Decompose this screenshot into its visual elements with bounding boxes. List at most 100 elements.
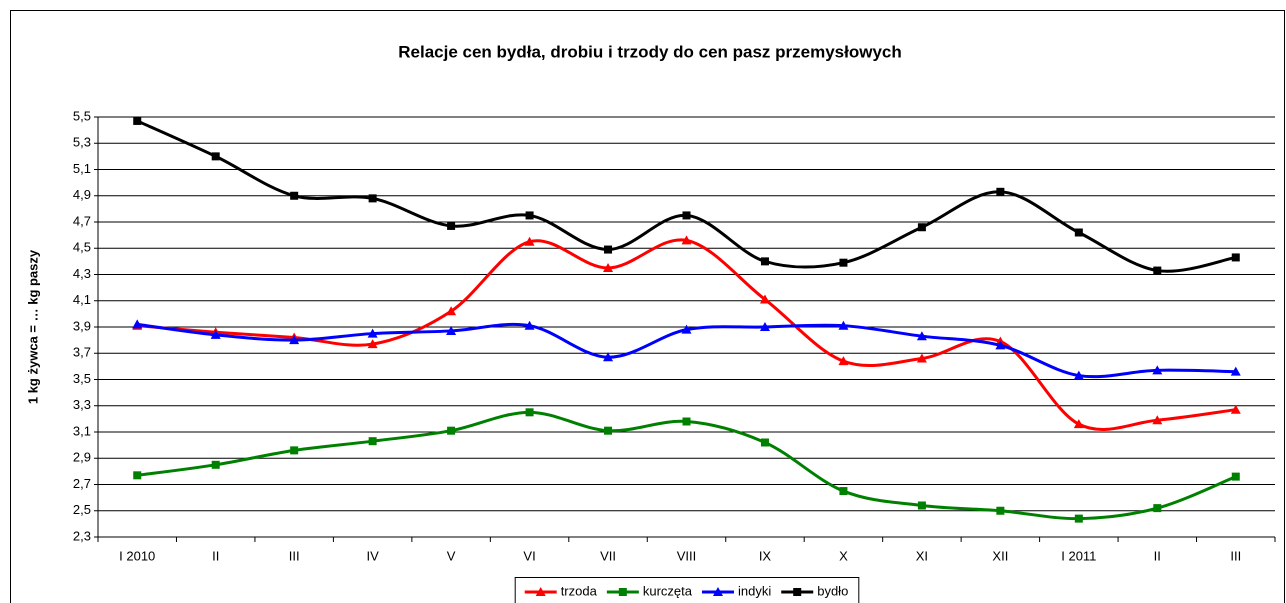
y-tick-label: 3,1 [73,423,91,438]
legend-box [514,577,860,603]
x-tick-label: I 2011 [1061,548,1096,563]
y-tick-label: 3,9 [73,318,91,333]
marker [917,223,926,232]
y-axis-label: 1 kg żywca = … kg paszy [25,249,40,404]
y-tick-label: 5,3 [73,135,91,150]
marker [367,328,378,338]
x-tick-label: VI [523,548,535,563]
y-tick-label: 2,5 [73,502,91,517]
marker [447,221,456,230]
y-tick-label: 4,9 [73,187,91,202]
marker [1153,504,1162,513]
y-tick-label: 4,1 [73,292,91,307]
x-tick-label: III [289,548,300,563]
legend-label: trzoda [561,583,598,598]
marker [995,340,1006,350]
legend-label: indyki [738,583,771,598]
marker [133,471,142,480]
x-tick-label: V [447,548,456,563]
y-tick-label: 3,5 [73,371,91,386]
marker [1231,472,1240,481]
marker [996,187,1005,196]
marker [211,152,220,161]
marker [839,258,848,267]
y-tick-label: 3,7 [73,345,91,360]
marker [604,245,613,254]
x-tick-label: IX [759,548,772,563]
x-tick-label: XI [916,548,928,563]
marker [290,446,299,455]
y-tick-label: 2,7 [73,476,91,491]
marker [759,294,770,304]
marker [603,352,614,362]
marker [289,335,300,345]
marker [1074,514,1083,523]
marker [1073,419,1084,429]
marker [1153,266,1162,275]
marker [916,331,927,341]
marker [524,236,535,246]
y-tick-label: 5,5 [73,108,91,123]
y-tick-label: 4,5 [73,240,91,255]
marker [916,353,927,363]
marker [1231,253,1240,262]
marker [535,587,546,596]
marker [681,235,692,245]
x-tick-label: VIII [677,548,697,563]
x-tick-label: XII [992,548,1008,563]
marker [760,438,769,447]
marker [132,319,143,329]
marker [367,339,378,349]
marker [996,506,1005,515]
marker [917,501,926,510]
marker [211,460,220,469]
y-tick-label: 4,7 [73,213,91,228]
y-tick-label: 3,3 [73,397,91,412]
y-tick-label: 5,1 [73,161,91,176]
marker [1073,370,1084,380]
marker [525,408,534,417]
marker [210,329,221,339]
chart-title: Relacje cen bydła, drobiu i trzody do ce… [398,42,902,61]
x-tick-label: I 2010 [119,548,155,563]
marker [759,322,770,331]
marker [682,211,691,220]
marker [604,426,613,435]
x-tick-label: IV [366,548,379,563]
marker [681,324,692,334]
marker [603,262,614,272]
marker [368,194,377,203]
line [137,238,1236,432]
marker [447,426,456,435]
legend-label: bydło [817,583,848,598]
y-tick-label: 4,3 [73,266,91,281]
x-tick-label: II [212,548,219,563]
marker [133,116,142,125]
x-tick-label: III [1230,548,1241,563]
marker [446,306,457,316]
x-tick-label: II [1154,548,1161,563]
marker [524,320,535,330]
marker [838,320,849,330]
marker [446,325,457,335]
legend: trzoda kurczęta indyki bydło [514,577,860,603]
marker [682,417,691,426]
y-tick-label: 2,3 [73,528,91,543]
marker [618,588,627,596]
marker [1152,365,1163,375]
marker [1152,415,1163,425]
marker [525,211,534,220]
x-tick-label: VII [600,548,616,563]
marker [368,437,377,446]
legend-label: kurczęta [643,583,693,598]
marker [839,487,848,496]
marker [290,191,299,200]
marker [838,356,849,366]
marker [1230,404,1241,414]
x-tick-label: X [839,548,848,563]
marker [712,587,723,596]
chart-frame [10,10,1285,603]
marker [760,257,769,266]
marker [1230,366,1241,376]
